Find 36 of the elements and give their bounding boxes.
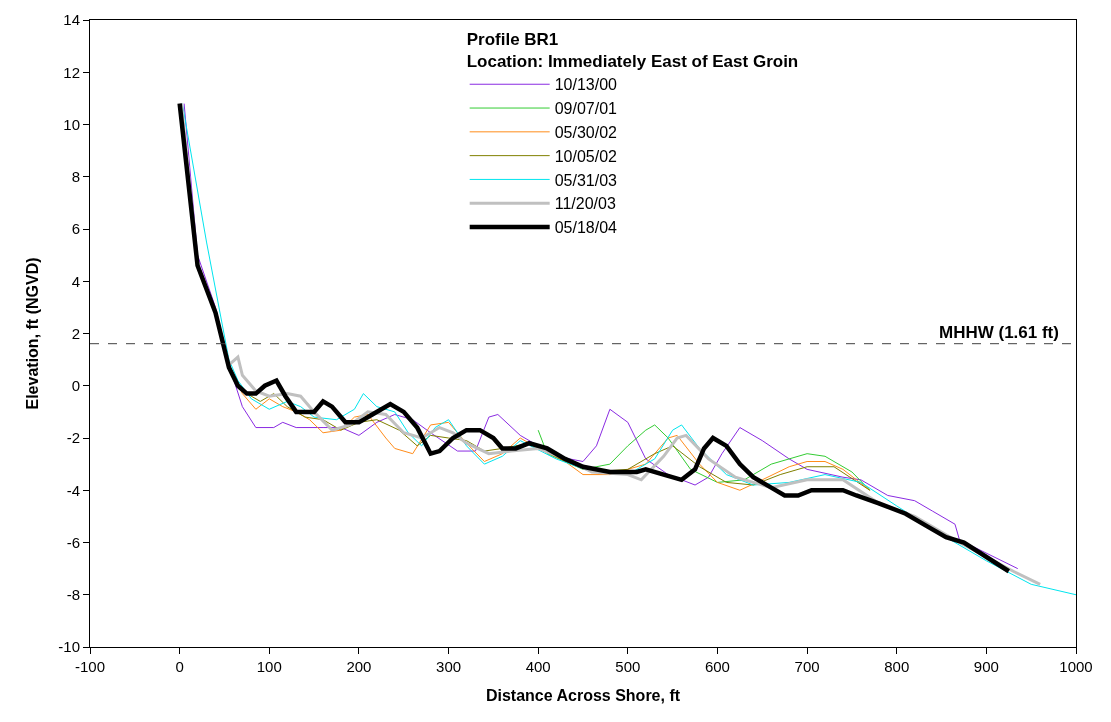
y-tick-label: 2 bbox=[71, 324, 80, 342]
legend-label: 10/05/02 bbox=[554, 147, 618, 165]
legend-label: 11/20/03 bbox=[554, 195, 616, 213]
x-tick-label: 600 bbox=[704, 658, 730, 675]
y-tick-label: 6 bbox=[71, 220, 80, 238]
x-tick-label: 800 bbox=[884, 658, 910, 675]
legend-label: 05/31/03 bbox=[554, 171, 618, 189]
y-tick-label: -6 bbox=[66, 533, 80, 551]
x-tick-label: 100 bbox=[256, 658, 282, 675]
y-tick-label: -2 bbox=[66, 429, 80, 447]
legend-title: Profile BR1 Location: Immediately East of East Groin bbox=[466, 30, 799, 72]
y-tick-label: 8 bbox=[71, 168, 80, 185]
x-tick-label: 900 bbox=[973, 658, 999, 675]
y-tick-label: 4 bbox=[71, 272, 80, 290]
y-tick-label: -8 bbox=[66, 586, 80, 603]
legend-label: 09/07/01 bbox=[554, 100, 618, 118]
y-tick-label: -10 bbox=[58, 638, 80, 656]
ref-line-label: MHHW (1.61 ft) bbox=[939, 323, 1059, 342]
y-axis-title: Elevation, ft (NGVD) bbox=[24, 257, 42, 410]
legend-label: 05/30/02 bbox=[554, 124, 618, 142]
legend-label: 10/13/00 bbox=[554, 76, 618, 94]
y-tick-label: 14 bbox=[63, 11, 80, 29]
x-axis-title: Distance Across Shore, ft bbox=[485, 686, 681, 704]
y-tick-label: 0 bbox=[71, 377, 80, 394]
y-tick-label: 12 bbox=[63, 63, 80, 81]
x-tick-label: 500 bbox=[615, 658, 641, 675]
x-tick-label: 700 bbox=[794, 658, 820, 675]
x-tick-label: 0 bbox=[175, 658, 184, 675]
x-tick-label: -100 bbox=[74, 658, 106, 675]
x-tick-label: 300 bbox=[436, 658, 462, 675]
legend-label: 05/18/04 bbox=[554, 219, 618, 237]
y-tick-label: -4 bbox=[66, 481, 80, 499]
x-tick-label: 200 bbox=[346, 658, 372, 675]
x-tick-label: 1000 bbox=[1059, 658, 1093, 675]
x-tick-label: 400 bbox=[525, 658, 551, 675]
y-tick-label: 10 bbox=[63, 115, 80, 133]
